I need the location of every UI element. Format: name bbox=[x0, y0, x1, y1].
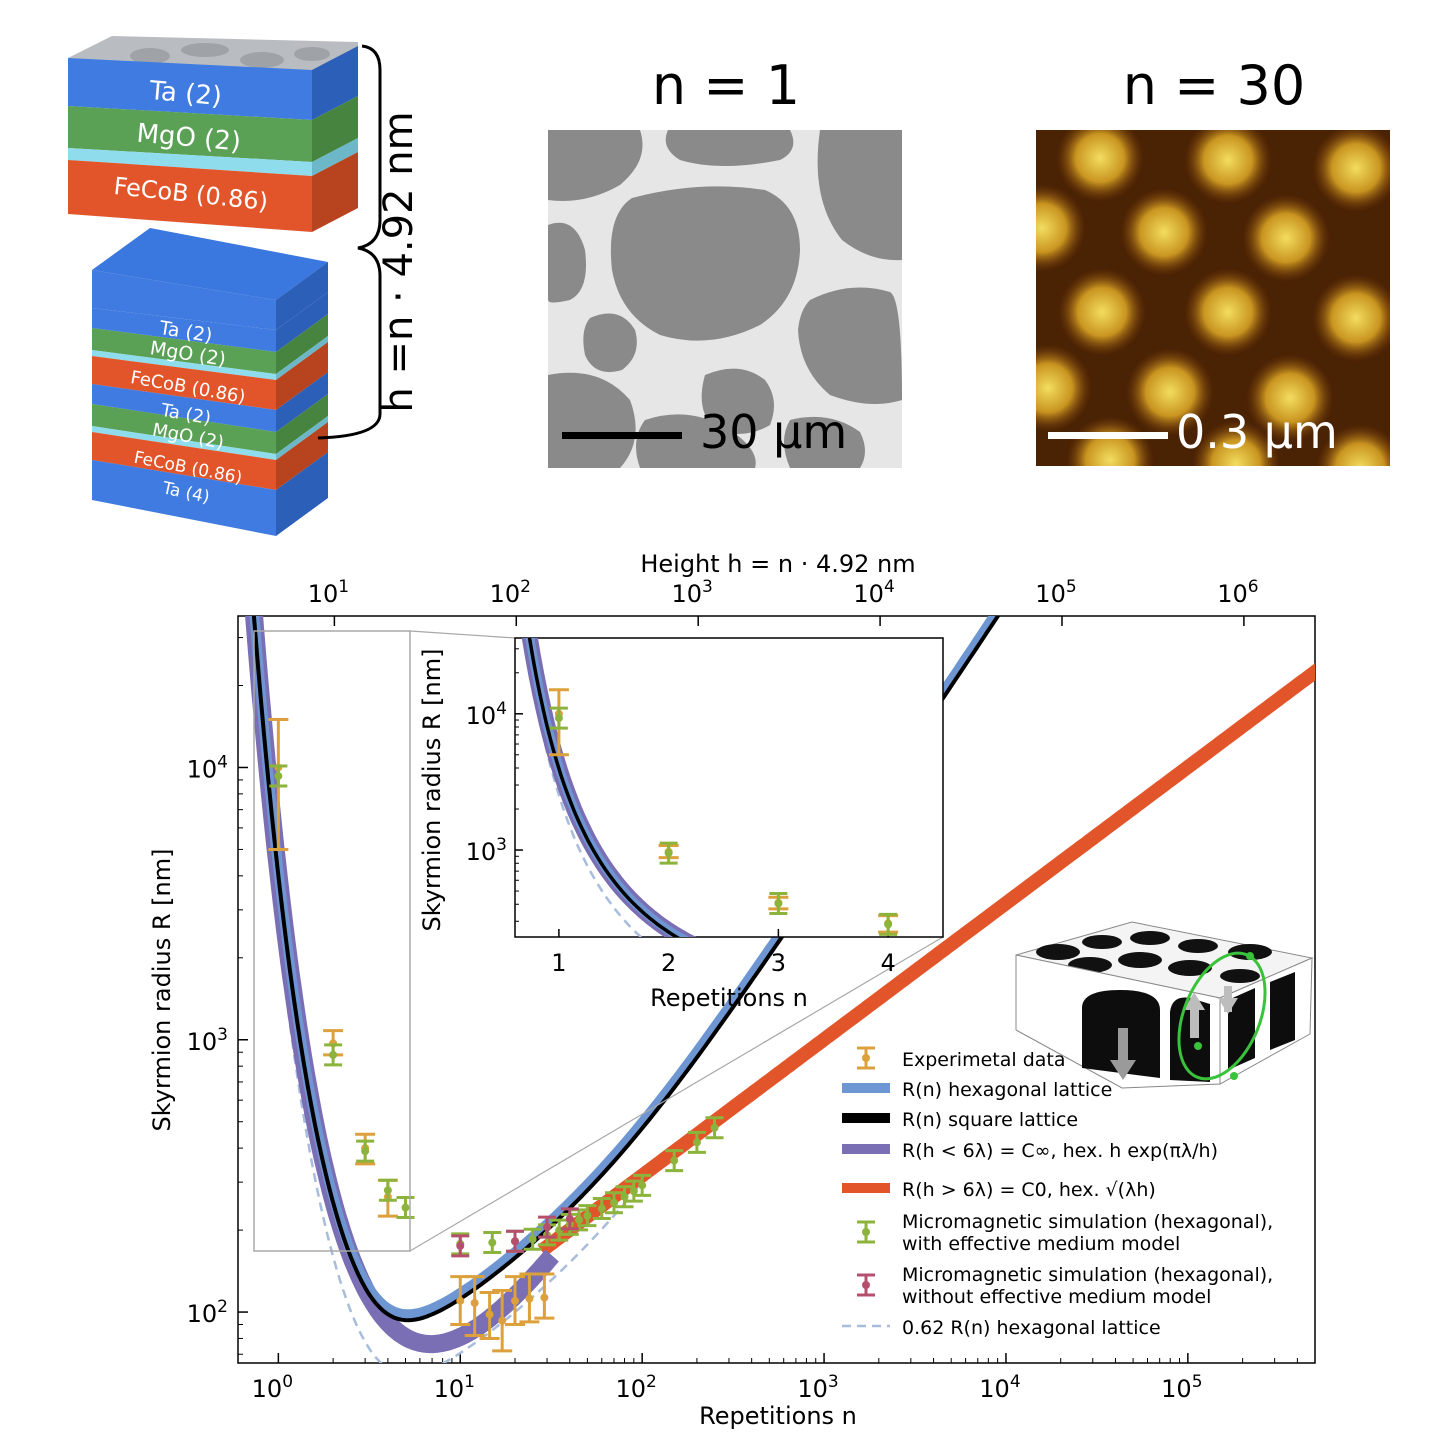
inset-curve-square bbox=[527, 638, 680, 937]
main-series0-point bbox=[450, 1275, 471, 1327]
main-series2-point bbox=[506, 1229, 525, 1253]
legend-entry: R(h > 6λ) = C0, hex. √(λh) bbox=[842, 1179, 1156, 1201]
legend-label: R(h < 6λ) = C∞, hex. h exp(πλ/h) bbox=[902, 1140, 1218, 1162]
main-series1-point bbox=[578, 1204, 597, 1228]
main-series2-point bbox=[538, 1215, 557, 1239]
micrograph-n30-scalebar-label: 0.3 µm bbox=[1176, 405, 1338, 459]
micrograph-n30-title: n = 30 bbox=[1123, 54, 1306, 117]
main-series2-point bbox=[451, 1234, 470, 1258]
main-series0-point bbox=[492, 1288, 513, 1353]
inset-xtick-label: 4 bbox=[880, 949, 895, 977]
main-series1-point bbox=[324, 1043, 343, 1067]
legend-entry: 0.62 R(n) hexagonal lattice bbox=[842, 1317, 1161, 1339]
main-xtick-label: 105 bbox=[1161, 1372, 1202, 1403]
inset-plot-area bbox=[514, 637, 944, 938]
main-series0-point bbox=[519, 1272, 540, 1324]
inset-series1-point bbox=[879, 912, 898, 936]
zoom-region-box bbox=[253, 630, 411, 1252]
legend-entry: Micromagnetic simulation (hexagonal), wit… bbox=[857, 1211, 1273, 1255]
legend-label: R(n) square lattice bbox=[902, 1109, 1078, 1131]
inset-ylabel: Skyrmion radius R [nm] bbox=[418, 649, 446, 932]
legend-label: R(n) hexagonal lattice bbox=[902, 1079, 1112, 1101]
main-series1-point bbox=[523, 1227, 542, 1251]
skyrmion-3d-illustration bbox=[1015, 921, 1314, 1089]
main-series1-point bbox=[269, 764, 288, 788]
main-xtick-label: 102 bbox=[615, 1372, 656, 1403]
inset-ytick-label: 103 bbox=[466, 835, 507, 866]
main-ylabel: Skyrmion radius R [nm] bbox=[148, 849, 176, 1132]
legend-entry: Micromagnetic simulation (hexagonal), wit… bbox=[857, 1264, 1273, 1308]
main-series1-point bbox=[592, 1197, 611, 1221]
main-series0-point bbox=[534, 1272, 555, 1320]
main-top-xtick-label: 106 bbox=[1217, 577, 1258, 608]
main-series1-point bbox=[483, 1231, 502, 1255]
zoom-connector-top bbox=[409, 630, 516, 639]
micrograph-n30: n = 30 0.3 µm bbox=[1036, 54, 1390, 466]
top-layer-ta-label: Ta (2) bbox=[147, 76, 223, 112]
main-series1-point bbox=[665, 1149, 684, 1173]
main-series0-point bbox=[479, 1290, 500, 1340]
main-series1-point bbox=[604, 1191, 623, 1215]
micrograph-n1: n = 1 30 µm bbox=[548, 54, 902, 468]
main-series0-point bbox=[464, 1275, 485, 1338]
main-top-xtick-label: 101 bbox=[308, 577, 349, 608]
legend-label: 0.62 R(n) hexagonal lattice bbox=[902, 1317, 1161, 1339]
inset-xtick-label: 2 bbox=[661, 949, 676, 977]
inset-chart: 1 2 3 4 103 104 Repetitions n Skyrmion radius… bbox=[418, 637, 944, 1012]
main-xlabel: Repetitions n bbox=[699, 1402, 857, 1430]
legend-entry: R(n) hexagonal lattice bbox=[842, 1079, 1112, 1101]
inset-ytick-label: 104 bbox=[466, 699, 507, 730]
inset-series1-point bbox=[769, 892, 788, 916]
inset-xtick-label: 1 bbox=[551, 949, 566, 977]
curve-062-hexagonal bbox=[248, 622, 644, 1363]
height-brace bbox=[317, 44, 382, 440]
inset-series1-point bbox=[549, 706, 568, 730]
main-xtick-label: 100 bbox=[252, 1372, 293, 1403]
micrograph-n1-title: n = 1 bbox=[652, 54, 800, 117]
zoom-connector-bottom bbox=[409, 936, 944, 1252]
main-series1-point bbox=[705, 1116, 724, 1140]
main-xtick-label: 103 bbox=[797, 1372, 838, 1403]
main-series1-point bbox=[687, 1130, 706, 1154]
main-top-xlabel: Height h = n · 4.92 nm bbox=[640, 550, 915, 578]
main-series1-point bbox=[550, 1218, 569, 1242]
legend-label: R(h > 6λ) = C0, hex. √(λh) bbox=[902, 1179, 1156, 1201]
main-xtick-label: 104 bbox=[979, 1372, 1020, 1403]
main-series0-point bbox=[505, 1275, 526, 1327]
legend-entry: R(n) square lattice bbox=[842, 1109, 1078, 1131]
main-series2-point bbox=[560, 1207, 579, 1231]
main-ytick-label: 102 bbox=[187, 1297, 228, 1328]
legend-entry: R(h < 6λ) = C∞, hex. h exp(πλ/h) bbox=[842, 1140, 1218, 1162]
main-series1-point bbox=[624, 1179, 643, 1203]
micrograph-n30-scalebar bbox=[1048, 432, 1168, 439]
legend-label: Micromagnetic simulation (hexagonal), wit… bbox=[902, 1211, 1273, 1255]
legend-label: Micromagnetic simulation (hexagonal), wit… bbox=[902, 1264, 1273, 1308]
inset-xtick-label: 3 bbox=[771, 949, 786, 977]
layer-stack-diagram: Ta (2) MgO (2) FeCoB (0.86) bbox=[68, 36, 422, 536]
main-series1-point bbox=[396, 1196, 415, 1220]
main-ytick-label: 104 bbox=[187, 752, 228, 783]
main-series1-point bbox=[378, 1178, 397, 1202]
inset-xlabel: Repetitions n bbox=[650, 984, 808, 1012]
main-top-xtick-label: 105 bbox=[1035, 577, 1076, 608]
stack-bottom-block: Ta (2) MgO (2) FeCoB (0.86) Ta (2) MgO (… bbox=[92, 228, 328, 536]
main-top-xtick-label: 103 bbox=[671, 577, 712, 608]
main-series1-point bbox=[633, 1173, 652, 1197]
main-xtick-label: 101 bbox=[434, 1372, 475, 1403]
micrograph-n1-scalebar bbox=[562, 432, 682, 439]
main-series1-point bbox=[615, 1185, 634, 1209]
main-top-xtick-label: 102 bbox=[490, 577, 531, 608]
legend-entry: Experimetal data bbox=[857, 1046, 1066, 1071]
main-ytick-label: 103 bbox=[187, 1025, 228, 1056]
inset-series1-point bbox=[659, 841, 678, 865]
micrograph-n1-scalebar-label: 30 µm bbox=[700, 405, 847, 459]
legend-label: Experimetal data bbox=[902, 1049, 1066, 1071]
stack-top-block: Ta (2) MgO (2) FeCoB (0.86) bbox=[68, 36, 358, 232]
main-top-xtick-label: 104 bbox=[853, 577, 894, 608]
height-label: h =n · 4.92 nm bbox=[376, 111, 422, 412]
main-series1-point bbox=[356, 1139, 375, 1163]
